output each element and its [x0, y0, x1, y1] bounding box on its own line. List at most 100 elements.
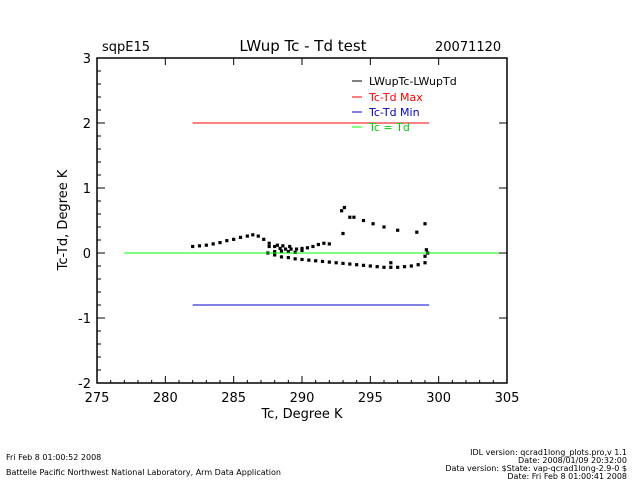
plot-area [124, 122, 501, 306]
data-point [409, 264, 413, 268]
data-point [371, 222, 375, 226]
x-tick-label: 275 [85, 391, 110, 406]
data-point [341, 261, 345, 265]
data-point [389, 265, 393, 269]
data-point [341, 231, 345, 236]
data-point [355, 263, 359, 267]
data-point [211, 242, 215, 246]
data-point [238, 235, 243, 239]
footer-lab: Battelle Pacific Northwest National Labo… [6, 468, 281, 477]
plot-frame [96, 57, 508, 384]
data-point [342, 205, 346, 210]
data-point [294, 247, 299, 251]
data-point [225, 239, 229, 243]
y-tick-label: 1 [83, 182, 91, 197]
data-point [368, 264, 372, 268]
data-point [316, 242, 320, 247]
footer-run-time: Fri Feb 8 01:00:52 2008 [6, 453, 101, 462]
data-point [314, 259, 318, 263]
data-point [286, 250, 290, 254]
footer-data-date: Date: Fri Feb 8 01:00:41 2008 [507, 472, 627, 480]
data-point [279, 249, 284, 253]
data-point [300, 257, 304, 262]
data-point [284, 247, 288, 251]
data-point [300, 246, 304, 251]
x-tick-label: 285 [221, 391, 246, 406]
legend: LWupTc-LWupTd Tc-Td Max Tc-Td Min Tc = T… [352, 75, 457, 134]
legend-label-max: Tc-Td Max [368, 91, 423, 104]
legend-label-data: LWupTc-LWupTd [369, 75, 457, 88]
data-point [396, 228, 400, 232]
data-point [245, 234, 249, 238]
data-point [232, 237, 236, 241]
data-point [361, 218, 366, 223]
data-point [352, 215, 356, 219]
data-point [382, 225, 386, 229]
legend-label-min: Tc-Td Min [368, 106, 420, 119]
data-point [320, 259, 325, 264]
data-point [273, 244, 277, 249]
data-point [389, 261, 393, 265]
data-point [322, 241, 326, 245]
data-point [361, 263, 366, 267]
y-tick-label: 0 [83, 247, 91, 262]
data-point [273, 250, 277, 254]
data-point [311, 244, 315, 249]
data-point [279, 255, 284, 259]
data-point [423, 254, 427, 258]
footer-data-version: Data version: $State: vap-qcrad1long-2.9… [445, 464, 627, 473]
data-point [327, 260, 331, 264]
x-axis-label: Tc, Degree K [260, 407, 343, 422]
footer-idl-date: Date: 2008/01/09 20:32:00 [518, 456, 627, 465]
data-point [197, 244, 202, 248]
axes: 275 280 285 290 295 300 305 -2 -1 0 1 2 3 [78, 52, 519, 406]
y-tick-label: -1 [78, 312, 91, 327]
data-point [423, 222, 427, 226]
y-tick-label: 2 [83, 117, 91, 132]
data-point [278, 246, 282, 251]
data-point [415, 230, 419, 234]
y-axis-label: Tc-Td, Degree K [56, 169, 71, 271]
y-tick-label: -2 [78, 377, 91, 392]
x-tick-label: 305 [495, 391, 520, 406]
x-tick-label: 280 [153, 391, 178, 406]
site-label: sqpE15 [102, 40, 150, 55]
data-point [293, 250, 297, 254]
data-point [281, 244, 285, 248]
data-point [424, 248, 428, 252]
data-point [348, 215, 352, 219]
data-point [416, 263, 420, 267]
data-point [267, 241, 271, 245]
footer-idl-version: IDL version: qcrad1long_plots.pro,v 1.1 [470, 448, 627, 457]
data-point [423, 261, 427, 265]
data-point [256, 234, 260, 238]
data-point [293, 257, 297, 261]
data-point [402, 265, 407, 269]
data-point [382, 265, 386, 269]
x-tick-label: 290 [290, 391, 315, 406]
data-point [218, 241, 222, 245]
data-point [275, 243, 279, 247]
data-point [375, 265, 379, 269]
data-point [204, 243, 208, 247]
data-point [267, 244, 271, 249]
data-point [307, 258, 311, 262]
data-point [327, 242, 331, 246]
data-point [191, 244, 195, 249]
chart-title: LWup Tc - Td test [239, 37, 366, 55]
x-tick-label: 300 [426, 391, 451, 406]
x-tick-label: 295 [358, 391, 383, 406]
data-point [288, 244, 292, 249]
data-point [273, 253, 277, 257]
data-point [348, 262, 352, 266]
data-point [251, 233, 255, 237]
data-point [286, 255, 290, 260]
date-label: 20071120 [435, 40, 501, 55]
data-point [262, 237, 266, 241]
y-tick-label: 3 [83, 52, 91, 67]
data-point [300, 248, 304, 252]
data-point [305, 246, 310, 250]
data-point [289, 247, 293, 251]
data-point [334, 261, 338, 265]
